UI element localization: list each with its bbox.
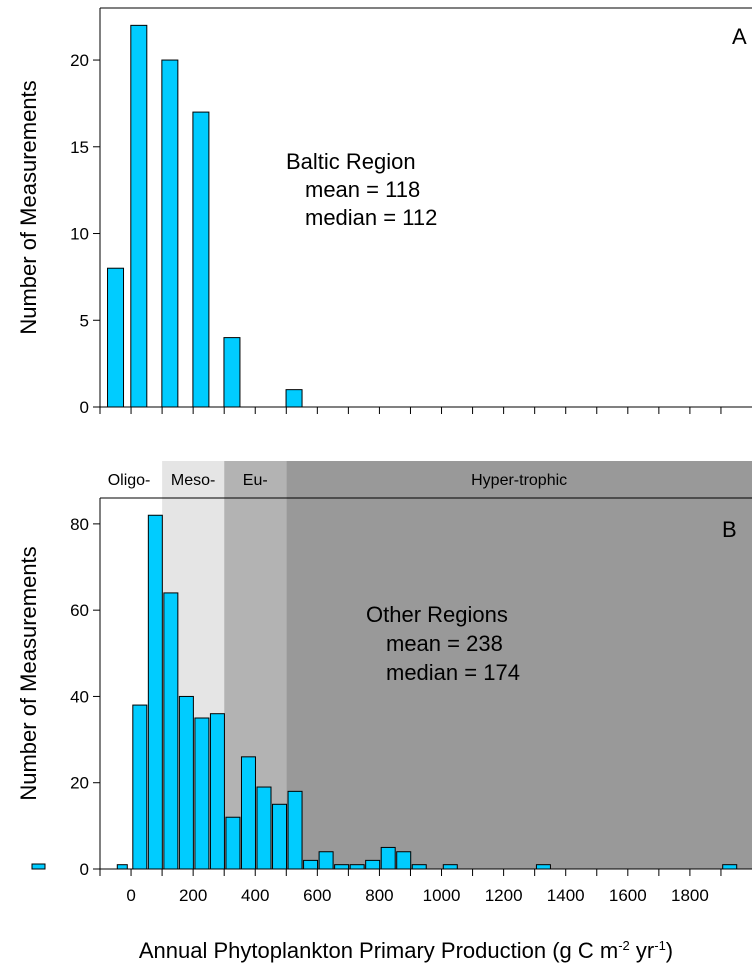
bar: [722, 864, 738, 870]
bar: [161, 59, 179, 408]
panel-b-bars: [116, 514, 738, 870]
y-tick-label: 15: [70, 138, 89, 157]
bar: [225, 816, 241, 870]
bar: [396, 851, 412, 870]
y-tick-label: 5: [80, 311, 89, 330]
x-tick-label: 600: [303, 886, 331, 905]
trophic-zones: [162, 461, 752, 869]
bar: [223, 337, 241, 408]
zone-label: Eu-: [243, 472, 268, 489]
bar: [287, 790, 303, 870]
bar: [285, 389, 303, 408]
annotation-region: Other Regions: [366, 602, 508, 627]
panel-b-label: B: [722, 517, 737, 542]
panel-a-y-ticks: 0 5 10 15 20: [70, 51, 100, 417]
x-axis-label-end: ): [666, 938, 673, 963]
x-axis-label: Annual Phytoplankton Primary Production …: [139, 938, 673, 963]
x-tick-label: 400: [241, 886, 269, 905]
x-axis-label-mid: yr: [630, 938, 654, 963]
bar: [107, 267, 125, 408]
panel-a-bars: [107, 24, 303, 408]
bar: [116, 864, 128, 870]
bar: [192, 111, 210, 408]
bar: [349, 864, 365, 870]
zone-band: [286, 461, 752, 869]
x-tick-label: 800: [365, 886, 393, 905]
bar: [256, 786, 272, 870]
panel-a-y-axis-label: Number of Measurements: [16, 80, 41, 334]
bar: [209, 713, 225, 870]
y-tick-label: 20: [70, 774, 89, 793]
bar: [303, 859, 319, 870]
panel-b-annotation: Other Regions mean = 238 median = 174: [366, 602, 520, 685]
panel-a: 0 5 10 15 20 Number of Measurements A Baltic…: [16, 7, 752, 417]
panel-b-frame: [99, 497, 752, 870]
bar: [365, 859, 381, 870]
annotation-mean: mean = 238: [386, 631, 503, 656]
bar: [334, 864, 350, 870]
annotation-median: median = 112: [305, 205, 437, 230]
y-tick-label: 60: [70, 601, 89, 620]
y-tick-label: 0: [80, 398, 89, 417]
zone-label: Meso-: [171, 472, 215, 489]
x-tick-label: 1000: [423, 886, 461, 905]
bar: [442, 864, 458, 870]
bar: [272, 803, 288, 870]
annotation-mean: mean = 118: [305, 177, 420, 202]
panel-b-y-axis-label: Number of Measurements: [16, 546, 41, 800]
panel-a-x-ticks: [99, 407, 722, 414]
y-tick-label: 80: [70, 515, 89, 534]
bar: [318, 851, 334, 870]
y-tick-label: 10: [70, 225, 89, 244]
panel-a-frame: [99, 7, 752, 408]
bar: [163, 592, 179, 870]
bar: [411, 864, 427, 870]
zone-label: Oligo-: [108, 472, 151, 489]
panel-b-x-ticks: 0 200 400 600 800 1000 1200 1400 1600 1800: [99, 869, 722, 905]
x-axis-label-text: Annual Phytoplankton Primary Production …: [139, 938, 618, 963]
y-tick-label: 40: [70, 687, 89, 706]
panel-b: Oligo- Meso- Eu- Hyper-trophic 0 20 40 60 80 0 2…: [16, 461, 752, 963]
bar: [130, 24, 148, 408]
panel-b-y-ticks: 0 20 40 60 80: [70, 515, 100, 879]
x-axis-label-sup-1: -2: [618, 938, 630, 953]
x-axis-label-sup-2: -1: [654, 938, 666, 953]
trophic-zone-labels: Oligo- Meso- Eu- Hyper-trophic: [108, 472, 567, 489]
annotation-median: median = 174: [386, 660, 520, 685]
bar: [380, 846, 396, 870]
x-tick-label: 1800: [671, 886, 709, 905]
panel-a-label: A: [732, 24, 747, 49]
bar: [132, 704, 148, 870]
bar: [240, 756, 256, 870]
y-tick-label: 20: [70, 51, 89, 70]
x-tick-label: 1600: [609, 886, 647, 905]
x-tick-label: 200: [179, 886, 207, 905]
x-tick-label: 0: [126, 886, 135, 905]
bar: [535, 864, 551, 870]
x-tick-label: 1200: [485, 886, 523, 905]
annotation-region: Baltic Region: [286, 149, 416, 174]
bar: [178, 695, 194, 870]
bar: [194, 717, 210, 870]
y-tick-label: 0: [80, 860, 89, 879]
zone-label: Hyper-trophic: [471, 472, 567, 489]
bar: [147, 514, 163, 870]
x-tick-label: 1400: [547, 886, 585, 905]
legend-swatch-marker: [31, 863, 46, 870]
panel-a-annotation: Baltic Region mean = 118 median = 112: [286, 149, 437, 230]
